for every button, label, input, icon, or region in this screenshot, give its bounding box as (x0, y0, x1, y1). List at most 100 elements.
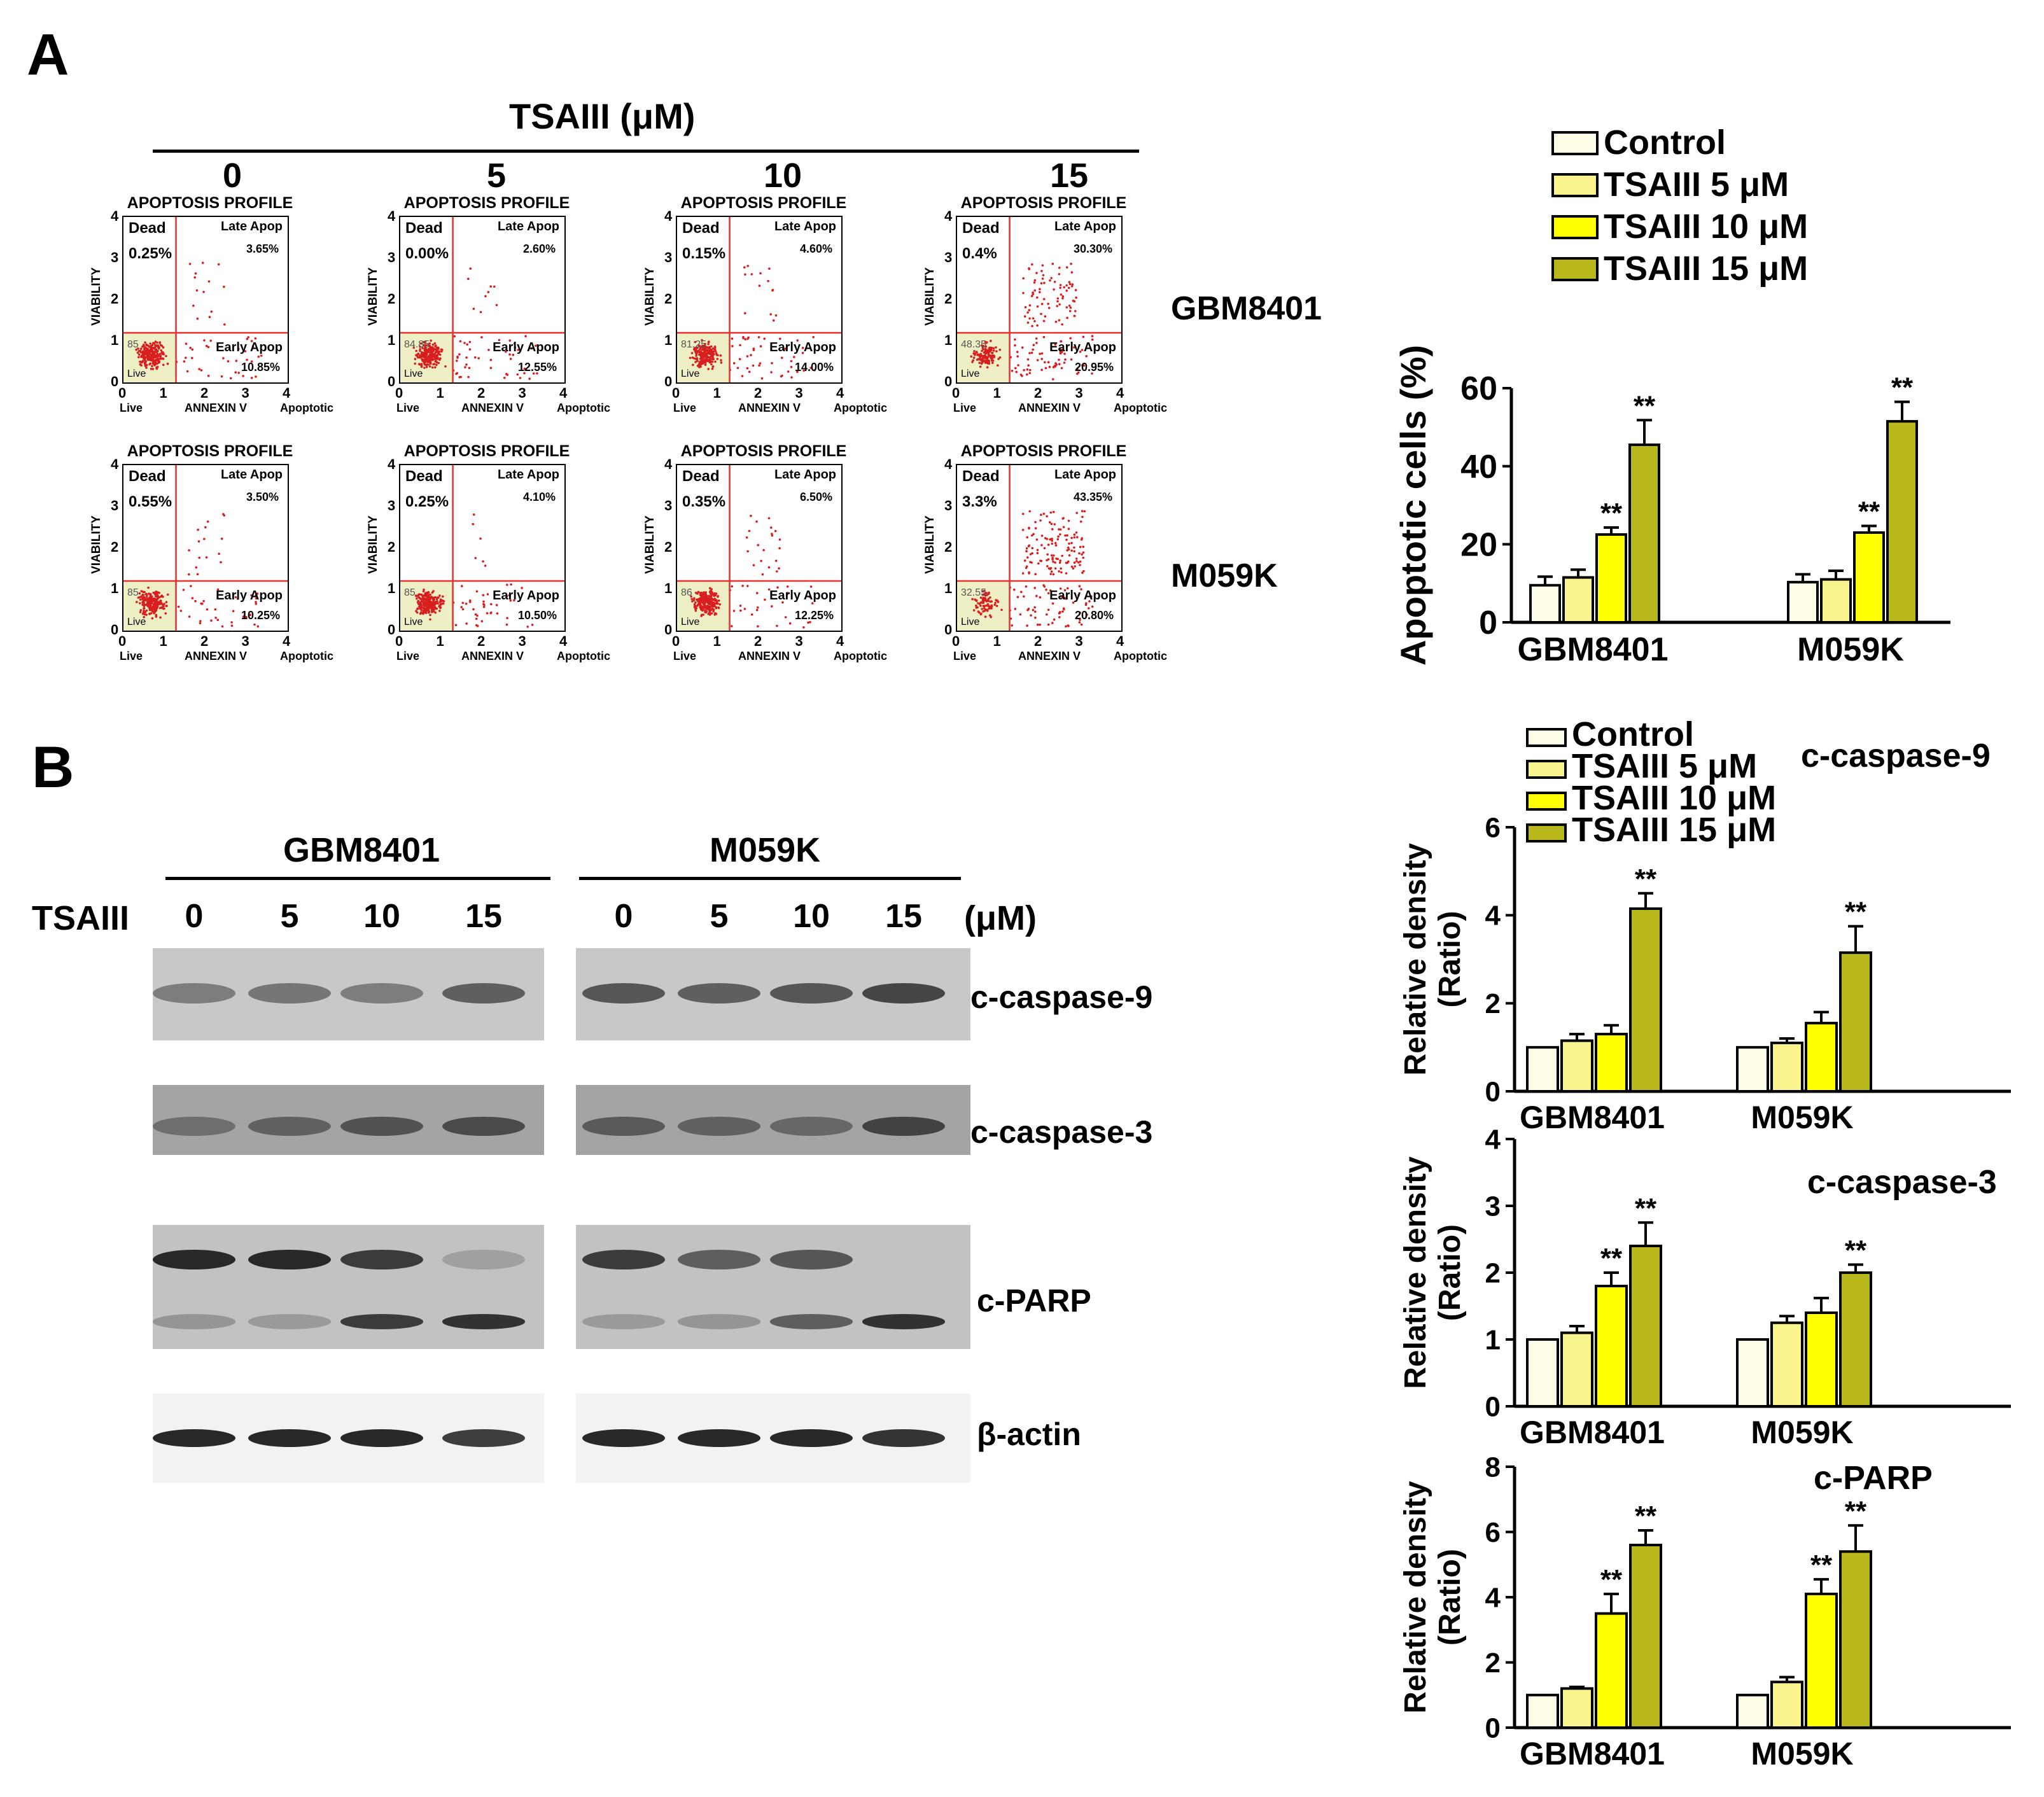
flow-y-tick: 2 (944, 291, 953, 307)
flow-event-dot (1056, 305, 1058, 307)
flow-event-dot (984, 615, 987, 618)
flow-event-dot (776, 586, 779, 589)
flow-event-dot (760, 377, 764, 380)
flow-event-dot (150, 606, 153, 610)
flow-event-dot (700, 607, 703, 610)
flow-event-dot (162, 346, 165, 349)
flow-event-dot (145, 596, 148, 598)
flow-event-dot (1058, 561, 1061, 564)
flow-event-dot (767, 588, 771, 591)
flow-event-dot (809, 585, 813, 588)
flow-event-dot (693, 597, 696, 599)
blot-strip-2-0 (153, 1225, 544, 1349)
flow-event-dot (1075, 557, 1078, 560)
flow-event-dot (505, 595, 508, 598)
flow-event-dot (691, 356, 694, 359)
quad-early-label: Early Apop (1049, 589, 1116, 603)
flow-plot-frame: Dead 0.35% Late Apop 6.50% Early Apop 12.25% 8… (676, 464, 843, 632)
flow-event-dot (710, 353, 712, 356)
flow-event-dot (526, 626, 529, 628)
flow-event-dot (696, 357, 699, 360)
quad-live-value: 81.25 (681, 339, 707, 350)
quad-early-value: 10.50% (517, 609, 557, 622)
flow-event-dot (772, 319, 775, 322)
flow-event-dot (1025, 565, 1028, 568)
flow-event-dot (1044, 361, 1046, 364)
flow-event-dot (206, 520, 209, 523)
flow-event-dot (508, 594, 511, 597)
quad-late-label: Late Apop (1054, 468, 1116, 482)
quad-dead-label: Dead (405, 220, 443, 237)
flow-event-dot (195, 566, 198, 569)
flow-event-dot (748, 370, 751, 374)
flow-x-tick: 4 (836, 385, 844, 401)
flow-event-dot (1070, 358, 1073, 361)
flow-event-dot (1028, 309, 1031, 312)
flow-event-dot (505, 623, 508, 626)
flow-event-dot (151, 344, 154, 346)
flow-event-dot (739, 344, 741, 347)
flow-event-dot (1023, 595, 1025, 598)
flow-event-dot (141, 356, 144, 358)
flow-event-dot (1057, 535, 1060, 538)
flow-event-dot (690, 352, 694, 354)
flow-event-dot (983, 605, 986, 607)
protein-band (340, 983, 423, 1003)
flow-event-dot (1056, 538, 1060, 541)
flow-x-tick: 3 (241, 385, 249, 401)
protein-band (248, 1429, 331, 1447)
flow-event-dot (218, 552, 220, 556)
flow-event-dot (1026, 368, 1029, 371)
flow-event-dot (1028, 267, 1030, 270)
flow-event-dot (188, 263, 192, 265)
flow-event-dot (1059, 587, 1062, 590)
flow-event-dot (704, 363, 707, 366)
flow-event-dot (435, 354, 438, 356)
flow-x-tick: 1 (713, 633, 721, 649)
flow-event-dot (1014, 338, 1016, 341)
flow-event-dot (160, 602, 163, 605)
quad-dead-value: 0.55% (129, 493, 172, 510)
flow-y-axis-label: VIABILITY (366, 267, 380, 326)
quad-early-label: Early Apop (769, 589, 836, 603)
flow-event-dot (699, 351, 701, 354)
flow-event-dot (439, 599, 442, 603)
flow-event-dot (433, 342, 437, 345)
flow-event-dot (774, 314, 778, 317)
flow-event-dot (1022, 291, 1025, 295)
flow-event-dot (1060, 567, 1062, 570)
flow-event-dot (1032, 344, 1035, 346)
flow-event-dot (1061, 295, 1065, 298)
chart-title: c-caspase-3 (1807, 1164, 1997, 1201)
legend-label: TSAIII 5 μM (1604, 165, 1789, 204)
flow-event-dot (155, 615, 158, 618)
flow-event-dot (707, 607, 710, 610)
quad-late-value: 4.60% (799, 242, 832, 255)
flow-event-dot (1049, 511, 1053, 514)
flow-x-tick: 2 (200, 385, 209, 401)
flow-event-dot (137, 349, 141, 353)
flow-event-dot (427, 602, 430, 605)
quad-late-label: Late Apop (220, 220, 283, 234)
y-axis-label-line1: Relative density (1399, 843, 1432, 1075)
flow-event-dot (704, 361, 707, 365)
flow-event-dot (234, 596, 237, 599)
flow-event-dot (1075, 560, 1078, 563)
y-tick-label: 3 (1485, 1191, 1501, 1222)
flow-event-dot (984, 599, 987, 601)
flow-plot-1-0: APOPTOSIS PROFILE Dead 0.55% Late Apop 3.50%… (89, 442, 333, 662)
bar (1839, 1550, 1872, 1729)
flow-event-dot (701, 361, 703, 364)
legend-swatch (1526, 823, 1567, 843)
bar (1629, 907, 1662, 1093)
flow-event-dot (714, 360, 717, 363)
flow-event-dot (972, 356, 976, 359)
flow-event-dot (1070, 262, 1072, 265)
flow-event-dot (1091, 335, 1094, 337)
flow-event-dot (479, 311, 482, 314)
flow-event-dot (778, 547, 781, 550)
flow-event-dot (1061, 610, 1064, 613)
flow-x-left-label: Live (120, 650, 143, 662)
flow-y-tick: 1 (111, 332, 119, 348)
protein-band (442, 1314, 525, 1329)
